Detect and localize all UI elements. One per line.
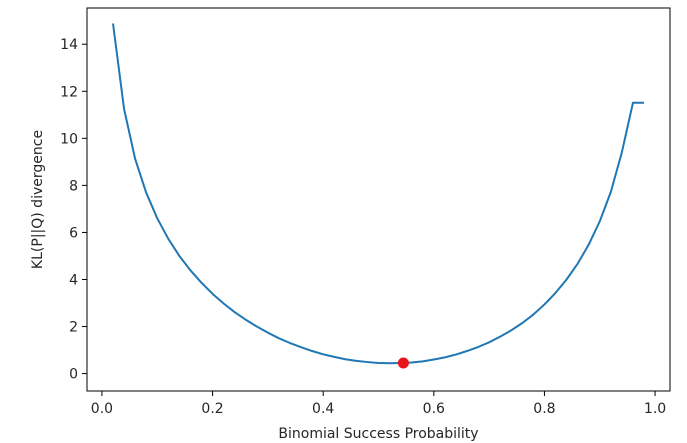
x-tick-label: 0.8 (533, 401, 555, 417)
y-tick-label: 14 (60, 37, 78, 53)
plot-area (112, 23, 644, 369)
y-tick-label: 12 (60, 84, 78, 100)
x-axis-ticks: 0.0 0.2 0.4 0.6 0.8 1.0 (91, 391, 666, 417)
y-axis-ticks: 0 2 4 6 8 10 12 14 (60, 37, 87, 383)
y-tick-label: 0 (69, 367, 78, 383)
x-tick-label: 0.2 (201, 401, 223, 417)
x-axis-label: Binomial Success Probability (278, 426, 478, 442)
x-tick-label: 0.6 (423, 401, 445, 417)
x-tick-label: 0.4 (312, 401, 334, 417)
y-tick-label: 2 (69, 320, 78, 336)
y-tick-label: 6 (69, 225, 78, 241)
kl-divergence-line (112, 23, 644, 365)
axes-frame (86, 7, 671, 392)
minimum-point-marker (397, 357, 409, 369)
x-tick-label: 0.0 (91, 401, 113, 417)
y-tick-label: 8 (69, 178, 78, 194)
y-tick-label: 10 (60, 131, 78, 147)
y-tick-label: 4 (69, 272, 78, 288)
x-tick-label: 1.0 (644, 401, 666, 417)
y-axis-label: KL(P||Q) divergence (30, 130, 46, 269)
